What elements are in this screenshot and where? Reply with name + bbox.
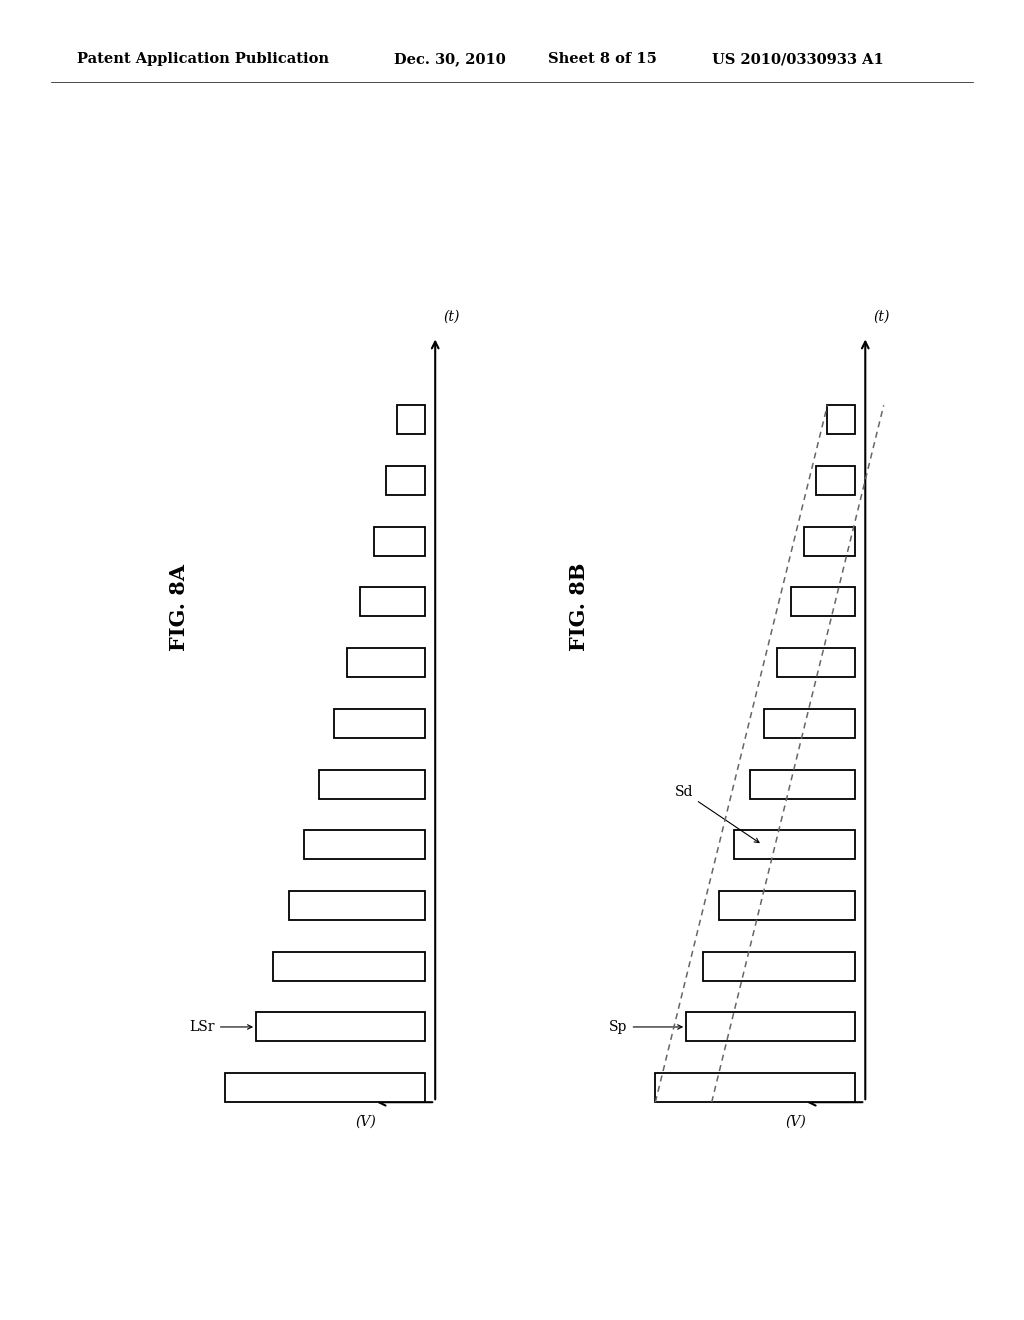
Bar xyxy=(225,1073,425,1102)
Bar xyxy=(347,648,425,677)
Bar xyxy=(750,770,855,799)
Bar xyxy=(655,1073,855,1102)
Bar xyxy=(764,709,855,738)
Bar xyxy=(334,709,425,738)
Text: US 2010/0330933 A1: US 2010/0330933 A1 xyxy=(712,53,884,66)
Text: Patent Application Publication: Patent Application Publication xyxy=(77,53,329,66)
Bar xyxy=(734,830,855,859)
Bar xyxy=(289,891,425,920)
Bar xyxy=(719,891,855,920)
Text: (V): (V) xyxy=(785,1115,806,1129)
Text: Dec. 30, 2010: Dec. 30, 2010 xyxy=(394,53,506,66)
Bar xyxy=(804,527,855,556)
Text: Sheet 8 of 15: Sheet 8 of 15 xyxy=(548,53,656,66)
Bar xyxy=(816,466,855,495)
Text: (t): (t) xyxy=(443,309,460,323)
Bar xyxy=(397,405,425,434)
Bar xyxy=(256,1012,425,1041)
Text: (t): (t) xyxy=(873,309,890,323)
Bar xyxy=(777,648,855,677)
Text: FIG. 8B: FIG. 8B xyxy=(568,564,589,651)
Bar xyxy=(304,830,425,859)
Bar xyxy=(273,952,425,981)
Bar xyxy=(360,587,425,616)
Bar xyxy=(374,527,425,556)
Bar xyxy=(791,587,855,616)
Bar xyxy=(703,952,855,981)
Text: FIG. 8A: FIG. 8A xyxy=(169,564,189,651)
Bar xyxy=(827,405,855,434)
Bar xyxy=(319,770,425,799)
Text: (V): (V) xyxy=(355,1115,376,1129)
Text: LSr: LSr xyxy=(189,1020,252,1034)
Text: Sp: Sp xyxy=(609,1020,682,1034)
Bar xyxy=(386,466,425,495)
Text: Sd: Sd xyxy=(675,785,759,842)
Bar xyxy=(686,1012,855,1041)
